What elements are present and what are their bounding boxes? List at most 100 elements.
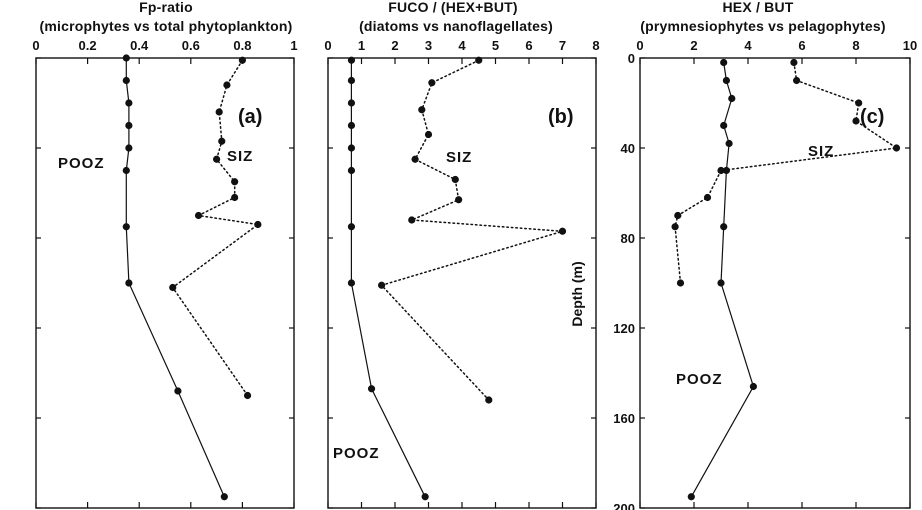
- data-point-pooz: [347, 223, 356, 231]
- data-point-pooz: [687, 493, 695, 501]
- data-point-siz: [558, 227, 567, 235]
- data-point-pooz: [347, 76, 356, 85]
- data-point-pooz: [720, 121, 728, 130]
- x-tick-label: 6: [525, 38, 532, 53]
- data-point-pooz: [421, 493, 429, 501]
- panel-c: HEX / BUT (prymnesiophytes vs pelagophyt…: [569, 0, 917, 510]
- data-point-pooz: [122, 54, 130, 62]
- data-point-pooz: [728, 94, 736, 103]
- panel-a-frame: [35, 57, 295, 509]
- series-line-siz: [380, 59, 563, 401]
- panel-a-series: [122, 54, 262, 501]
- data-point-siz: [243, 391, 252, 400]
- data-point-pooz: [125, 99, 133, 107]
- data-point-pooz: [220, 493, 228, 501]
- panel-b-label: (b): [548, 106, 574, 128]
- x-tick-label: 2: [690, 38, 697, 53]
- x-tick-label: 1: [290, 38, 297, 53]
- panel-b-series-label-pooz: POOZ: [333, 445, 380, 462]
- data-point-siz: [378, 281, 386, 289]
- data-point-siz: [238, 56, 246, 64]
- data-point-pooz: [347, 56, 356, 64]
- panel-b-title: FUCO / (HEX+BUT): [388, 0, 518, 15]
- panel-c-title: HEX / BUT: [722, 0, 793, 15]
- data-point-siz: [223, 81, 231, 89]
- panel-a-subtitle: (microphytes vs total phytoplankton): [40, 18, 293, 34]
- panel-b-series: [347, 56, 567, 501]
- data-point-siz: [169, 283, 177, 292]
- data-point-pooz: [347, 99, 356, 107]
- data-point-pooz: [125, 121, 133, 130]
- panel-c-yticks: 0 40 80 120 160 200: [613, 51, 635, 510]
- data-point-siz: [892, 144, 901, 152]
- x-tick-label: 8: [852, 38, 859, 53]
- data-point-pooz: [722, 166, 731, 175]
- data-point-siz: [451, 175, 459, 184]
- y-tick-label: 80: [621, 231, 635, 246]
- x-tick-label: 0: [324, 38, 331, 53]
- x-tick-label: 1: [358, 38, 365, 53]
- panel-c-series-label-pooz: POOZ: [676, 371, 723, 388]
- panel-c-frame: [639, 57, 911, 509]
- data-point-siz: [676, 279, 685, 287]
- x-tick-label: 2: [391, 38, 398, 53]
- panel-b-series-label-siz: SIZ: [446, 149, 472, 166]
- data-point-siz: [852, 117, 860, 125]
- data-point-pooz: [367, 385, 376, 393]
- data-point-siz: [424, 130, 433, 139]
- data-point-pooz: [722, 76, 731, 85]
- data-point-pooz: [347, 121, 356, 130]
- data-point-siz: [254, 220, 262, 229]
- data-point-pooz: [347, 279, 356, 287]
- x-tick-label: 5: [492, 38, 499, 53]
- panel-c-series-label-siz: SIZ: [808, 143, 834, 160]
- data-point-siz: [703, 193, 712, 202]
- y-tick-label: 40: [621, 141, 635, 156]
- x-tick-label: 6: [798, 38, 805, 53]
- panel-b-axes: [327, 57, 597, 509]
- data-point-siz: [231, 178, 239, 186]
- data-point-siz: [855, 99, 863, 107]
- x-tick-label: 0: [32, 38, 39, 53]
- panel-c-subtitle: (prymnesiophytes vs pelagophytes): [640, 18, 885, 34]
- panel-c-xticks: 0 2 4 6 8 10: [636, 38, 917, 53]
- data-point-pooz: [122, 76, 130, 85]
- data-point-siz: [215, 108, 223, 116]
- series-line-pooz: [125, 58, 225, 498]
- x-tick-label: 7: [559, 38, 566, 53]
- panel-c-label: (c): [860, 106, 884, 128]
- data-point-pooz: [725, 139, 733, 148]
- data-point-siz: [231, 193, 239, 202]
- data-point-pooz: [347, 144, 356, 152]
- series-line-pooz: [690, 62, 755, 498]
- panel-c-series: [671, 58, 901, 501]
- data-point-pooz: [347, 166, 356, 175]
- data-point-siz: [674, 211, 682, 220]
- data-point-siz: [411, 155, 419, 163]
- data-point-pooz: [749, 382, 758, 391]
- data-point-siz: [475, 56, 483, 64]
- panel-a-axes: [35, 57, 295, 509]
- data-point-pooz: [717, 279, 725, 287]
- y-tick-label: 120: [613, 321, 635, 336]
- data-point-pooz: [720, 58, 728, 67]
- data-point-siz: [790, 58, 798, 67]
- data-point-pooz: [720, 223, 728, 231]
- x-tick-label: 10: [903, 38, 917, 53]
- panel-a-label: (a): [238, 106, 262, 128]
- series-line-siz: [674, 61, 899, 284]
- data-point-siz: [218, 137, 226, 145]
- data-point-pooz: [125, 144, 133, 152]
- data-point-siz: [194, 211, 203, 220]
- data-point-siz: [213, 155, 221, 163]
- panel-a-xticks: 0 0.2 0.4 0.6 0.8 1: [32, 38, 297, 53]
- data-point-pooz: [122, 223, 130, 231]
- data-point-siz: [418, 106, 426, 114]
- data-point-siz: [428, 79, 436, 87]
- data-point-siz: [455, 196, 463, 204]
- data-point-siz: [671, 223, 679, 231]
- panel-c-axes: [639, 57, 911, 509]
- panel-b-xticks: 0 1 2 3 4 5 6 7 8: [324, 38, 599, 53]
- x-tick-label: 0.8: [233, 38, 251, 53]
